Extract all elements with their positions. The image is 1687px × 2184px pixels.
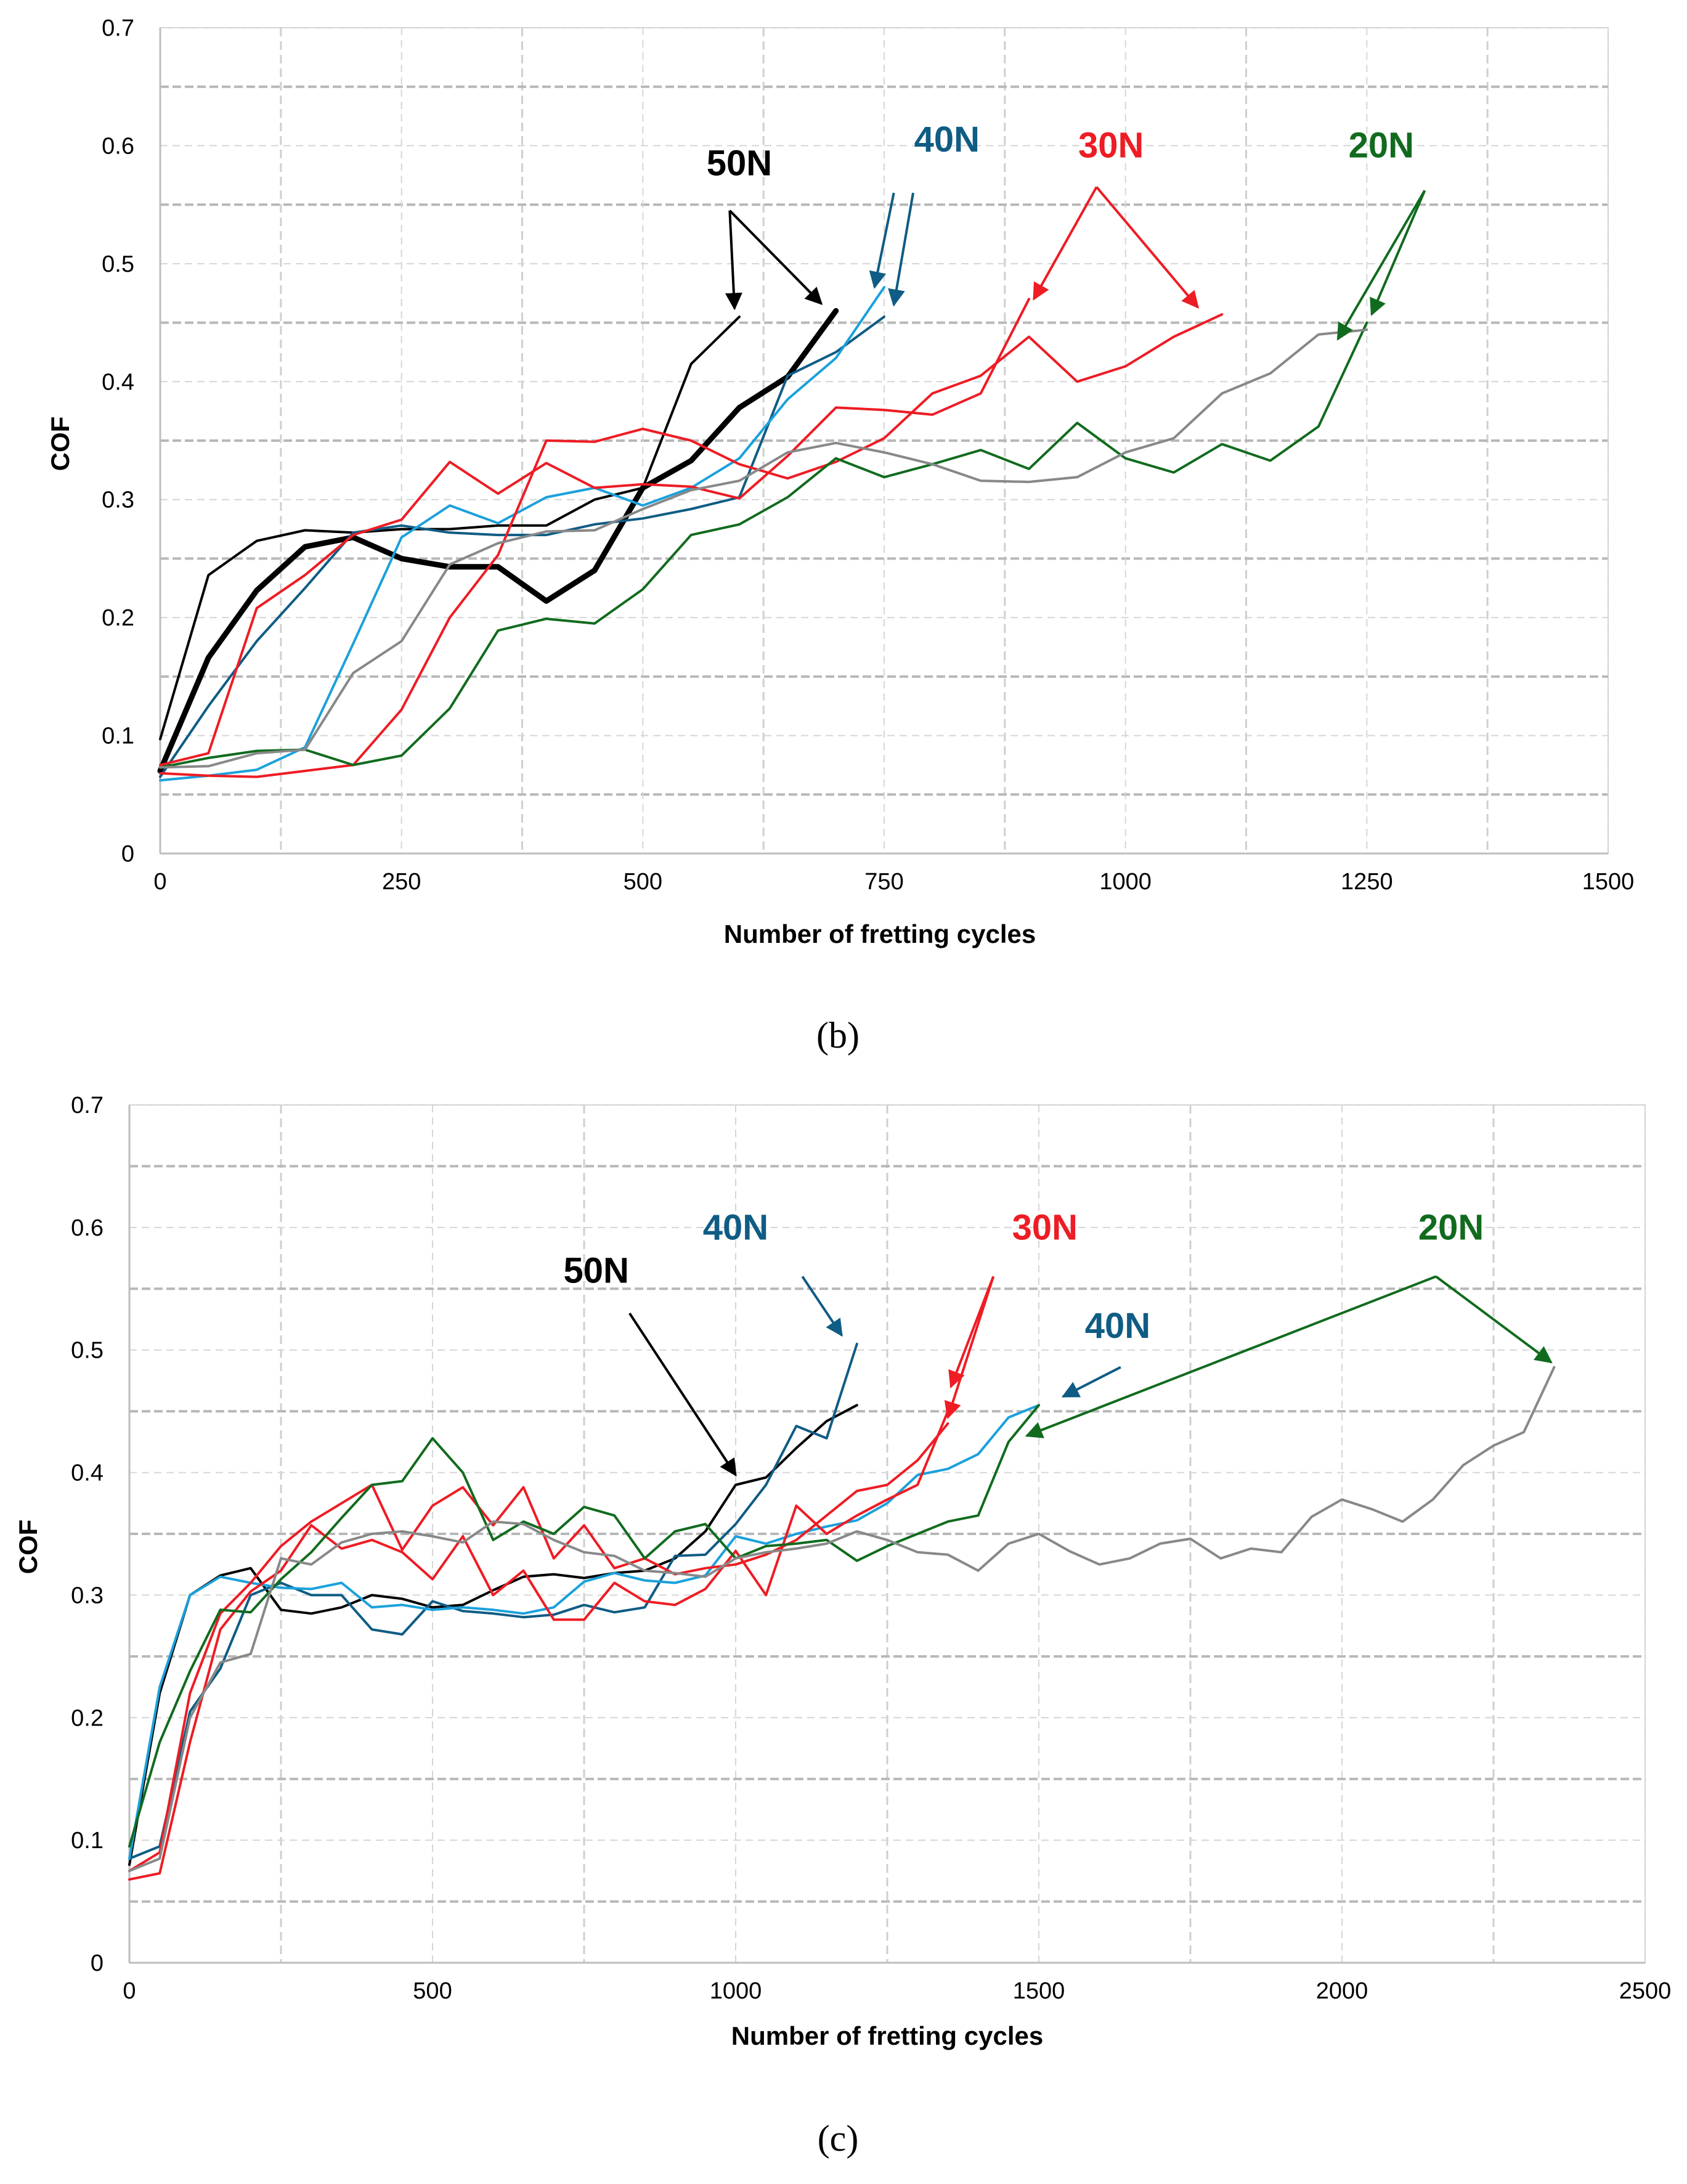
chart-b-xlabel: Number of fretting cycles <box>724 919 1036 948</box>
chart-c-y-tick-label: 0 <box>91 1950 104 1976</box>
chart-b-series-40n-dark <box>159 316 885 778</box>
chart-b-series-40n-light <box>159 286 885 782</box>
chart-b-annotation-arrow <box>1336 190 1426 341</box>
chart-c-caption: (c) <box>818 2118 859 2159</box>
chart-b-y-tick-label: 0.1 <box>102 723 134 749</box>
chart-c-grid <box>128 1104 1646 1964</box>
chart-c-x-tick-label: 1500 <box>1013 1978 1065 2004</box>
chart-b-series-20n-green <box>159 321 1368 769</box>
chart-b-ylabel: COF <box>46 417 75 471</box>
chart-b-x-tick-label: 1500 <box>1582 869 1635 895</box>
chart-b-x-tick-label: 0 <box>153 869 166 895</box>
chart-b-series-20n-gray <box>159 328 1368 769</box>
chart-b-y-tick-label: 0.7 <box>102 15 134 41</box>
chart-b-ticks: 0 250 500 750 1000 1250 1500 0 0.1 0.2 0.3 0.4 0.5 0.… <box>102 15 1634 895</box>
chart-c-series-50n <box>128 1404 858 1866</box>
chart-b-annotation-arrow <box>1096 186 1199 309</box>
chart-b-series-30n-b <box>159 313 1224 778</box>
chart-c-x-tick-label: 2000 <box>1316 1978 1368 2004</box>
chart-c-annotation-arrow <box>1435 1275 1553 1364</box>
chart-b-y-tick-label: 0 <box>121 841 134 867</box>
chart-c-annotation-arrow <box>628 1312 737 1477</box>
chart-c-series-30n-b <box>128 1410 949 1881</box>
chart-b-y-tick-label: 0.5 <box>102 251 134 277</box>
chart-b-annotation-arrow <box>869 192 895 289</box>
chart-c-x-tick-label: 0 <box>123 1978 136 2004</box>
chart-c-ticks: 0 500 1000 1500 2000 2500 0 0.1 0.2 0.3 0.4 0.5 0.6 0… <box>71 1093 1671 2004</box>
chart-b-series-50n-thick <box>157 308 839 774</box>
chart-c-annotation-label: 40N <box>1085 1306 1150 1346</box>
chart-b-x-tick-label: 1000 <box>1099 869 1152 895</box>
chart-b-y-tick-label: 0.3 <box>102 487 134 513</box>
chart-c-annotation-label: 30N <box>1012 1208 1078 1248</box>
chart-b-x-tick-label: 750 <box>864 869 903 895</box>
chart-c-y-tick-label: 0.4 <box>71 1461 104 1486</box>
chart-b-annotation-arrow <box>888 192 914 307</box>
chart-b-annotation-arrow <box>1033 186 1098 301</box>
chart-c-y-tick-label: 0.7 <box>71 1093 104 1118</box>
chart-b-series <box>157 286 1368 782</box>
chart-c-annotation-arrow <box>801 1276 843 1337</box>
chart-c-xlabel: Number of fretting cycles <box>731 2021 1043 2050</box>
chart-b-y-tick-label: 0.6 <box>102 133 134 159</box>
chart-b-annotation-label: 30N <box>1078 126 1144 166</box>
chart-c-series-20n-gray <box>128 1366 1556 1872</box>
chart-c-series-20n-green <box>128 1404 1040 1848</box>
chart-c-annotation-arrow <box>948 1276 995 1388</box>
chart-c-y-tick-label: 0.6 <box>71 1215 104 1241</box>
chart-b-annotation-arrow <box>728 210 823 305</box>
chart-b-caption: (b) <box>816 1015 860 1056</box>
chart-b-annotation-arrow <box>725 210 742 311</box>
chart-b-x-tick-label: 1250 <box>1341 869 1393 895</box>
chart-c-x-tick-label: 500 <box>413 1978 452 2004</box>
chart-c-ylabel: COF <box>14 1520 43 1575</box>
chart-c-annotation-arrow <box>1061 1366 1121 1398</box>
chart-c-y-tick-label: 0.1 <box>71 1828 104 1854</box>
chart-c-series-40n-light <box>128 1404 1040 1860</box>
chart-c-x-tick-label: 1000 <box>710 1978 762 2004</box>
chart-b-annotation-label: 40N <box>914 120 980 160</box>
chart-b-y-tick-label: 0.2 <box>102 605 134 631</box>
chart-b-y-tick-label: 0.4 <box>102 369 134 395</box>
chart-b-series-30n-a <box>159 298 1030 767</box>
chart-b-x-tick-label: 500 <box>624 869 662 895</box>
chart-c-y-tick-label: 0.2 <box>71 1705 104 1731</box>
chart-c-annotation-label: 40N <box>703 1208 768 1248</box>
chart-c: 50N 40N 30N 40N 20N 0 500 1000 1500 2000 2500 0 0.1… <box>14 1093 1671 2159</box>
chart-c-series-30n-a <box>128 1422 949 1872</box>
chart-c-y-tick-label: 0.5 <box>71 1338 104 1364</box>
chart-c-annotation-arrow <box>944 1276 995 1419</box>
chart-c-x-tick-label: 2500 <box>1619 1978 1672 2004</box>
chart-b-annotations: 50N 40N 30N 20N <box>707 120 1426 341</box>
chart-b-annotation-label: 50N <box>707 143 772 183</box>
chart-b-annotation-arrow <box>1370 190 1426 316</box>
chart-c-annotation-arrow <box>1025 1275 1437 1438</box>
chart-c-series <box>128 1342 1556 1881</box>
chart-c-y-tick-label: 0.3 <box>71 1583 104 1608</box>
chart-b-annotation-label: 20N <box>1349 126 1414 166</box>
chart-c-annotation-label: 20N <box>1418 1208 1484 1248</box>
chart-b-x-tick-label: 250 <box>382 869 421 895</box>
chart-c-series-40n-dark <box>128 1342 858 1860</box>
chart-c-annotations: 50N 40N 30N 40N 20N <box>563 1208 1553 1477</box>
chart-c-annotation-label: 50N <box>563 1250 628 1290</box>
